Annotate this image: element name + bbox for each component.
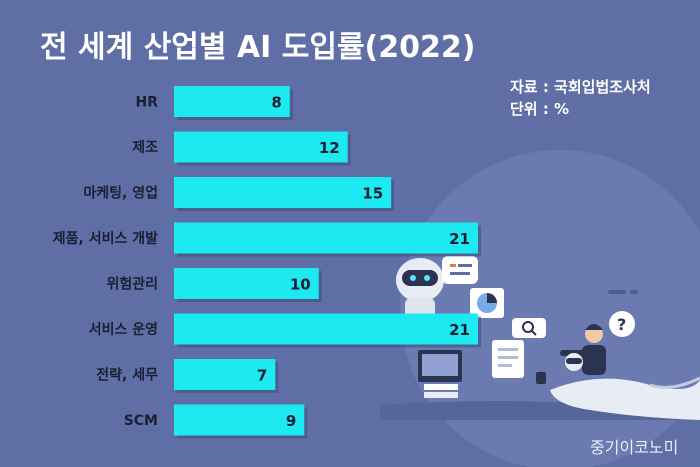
data-label: 9 xyxy=(286,412,296,430)
data-label: 10 xyxy=(290,276,311,294)
data-label: 12 xyxy=(319,139,340,157)
category-label: 위험관리 xyxy=(106,276,158,293)
category-label: HR xyxy=(136,95,159,111)
pie-chart-card-icon xyxy=(470,288,504,318)
search-icon xyxy=(512,318,546,338)
bar xyxy=(174,313,478,345)
unit-label: 단위 : % xyxy=(510,100,570,118)
category-label: 제조 xyxy=(132,140,158,156)
bar xyxy=(174,222,478,254)
category-label: 전략, 세무 xyxy=(96,367,158,384)
publisher-credit: 중기이코노미 xyxy=(590,438,679,457)
data-label: 15 xyxy=(362,185,383,203)
bar xyxy=(174,177,392,208)
bar xyxy=(174,268,319,299)
source-label: 자료 : 국회입법조사처 xyxy=(510,78,651,96)
category-label: 서비스 운영 xyxy=(89,321,158,338)
bar xyxy=(174,404,305,436)
bar xyxy=(174,131,348,163)
monitor-icon xyxy=(418,350,462,398)
robot-hand-icon xyxy=(550,376,700,420)
small-robot-icon xyxy=(565,353,583,371)
data-label: 21 xyxy=(449,321,470,339)
chat-bubble-icon xyxy=(442,256,478,284)
coffee-cup-icon xyxy=(536,372,546,384)
category-label: 마케팅, 영업 xyxy=(83,185,158,202)
data-label: 8 xyxy=(271,94,281,112)
person-icon xyxy=(560,324,606,375)
source-note: 자료 : 국회입법조사처 단위 : % xyxy=(510,76,651,120)
svg-text:?: ? xyxy=(617,315,626,334)
question-bubble-icon: ? xyxy=(609,311,635,337)
decorative-dashes xyxy=(608,290,638,294)
bar xyxy=(174,86,290,117)
data-label: 7 xyxy=(257,367,267,385)
bar xyxy=(174,359,276,390)
chart-title: 전 세계 산업별 AI 도입률(2022) xyxy=(40,30,476,65)
category-label: 제품, 서비스 개발 xyxy=(53,230,158,247)
document-icon xyxy=(492,340,524,378)
data-label: 21 xyxy=(449,230,470,248)
category-label: SCM xyxy=(124,413,158,429)
